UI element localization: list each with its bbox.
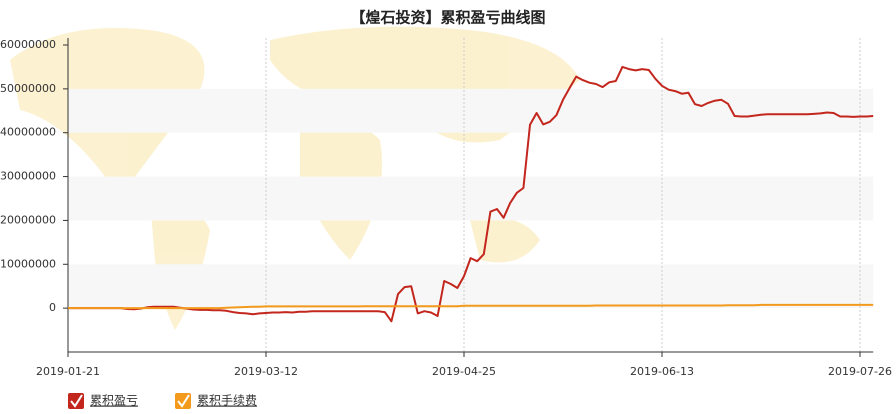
y-tick-label: 0 bbox=[49, 301, 56, 314]
legend-check[interactable] bbox=[70, 394, 83, 408]
chart-title: 【煌石投资】累积盈亏曲线图 bbox=[350, 9, 545, 27]
legend-label[interactable]: 累积盈亏 bbox=[90, 394, 138, 408]
y-tick-label: 60000000 bbox=[0, 38, 56, 51]
x-tick-label: 2019-01-21 bbox=[36, 365, 100, 378]
y-tick-label: 20000000 bbox=[0, 213, 56, 226]
legend-check[interactable] bbox=[177, 394, 190, 408]
grid-band bbox=[68, 264, 874, 309]
y-tick-label: 40000000 bbox=[0, 126, 56, 139]
legend-label[interactable]: 累积手续费 bbox=[197, 394, 257, 408]
y-tick-label: 10000000 bbox=[0, 257, 56, 270]
x-tick-label: 2019-03-12 bbox=[234, 365, 298, 378]
series-line bbox=[68, 65, 874, 323]
x-tick-label: 2019-04-25 bbox=[432, 365, 496, 378]
x-tick-label: 2019-06-13 bbox=[630, 365, 694, 378]
y-tick-label: 50000000 bbox=[0, 82, 56, 95]
plot-area: 0 10000000 20000000 30000000 40000000 5000000… bbox=[0, 38, 892, 378]
grid-band bbox=[68, 88, 874, 133]
legend-item[interactable]: 累积盈亏 bbox=[68, 393, 138, 409]
legend-item[interactable]: 累积手续费 bbox=[175, 393, 257, 409]
series-line bbox=[68, 303, 874, 310]
x-tick-label: 2019-07-26 bbox=[828, 365, 892, 378]
y-tick-label: 30000000 bbox=[0, 170, 56, 183]
grid-band bbox=[68, 176, 874, 221]
